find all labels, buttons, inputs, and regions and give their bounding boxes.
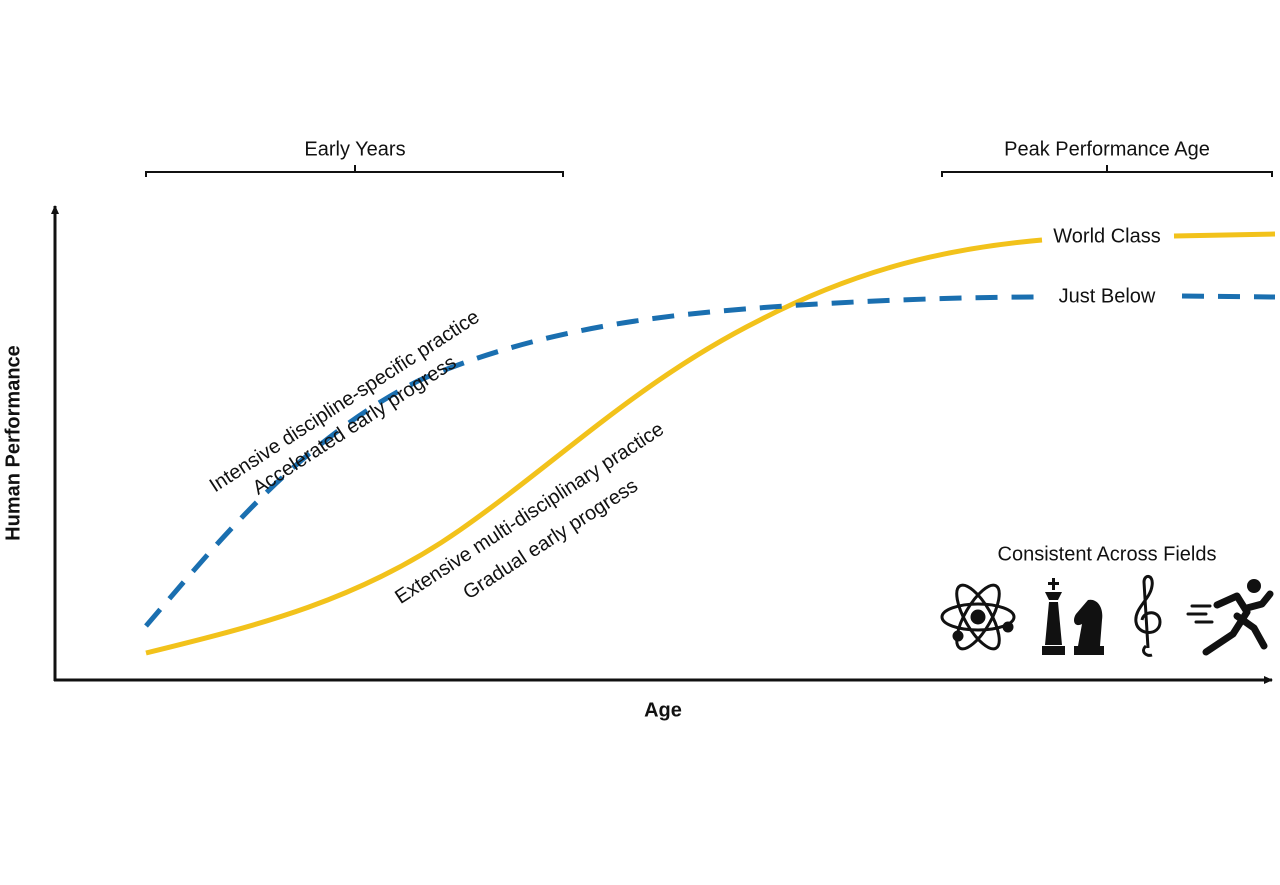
bracket-label: Early Years (304, 138, 405, 160)
runner-icon (1186, 579, 1274, 656)
curve-label: World Class (1053, 225, 1160, 247)
annotation: Extensive multi-disciplinary practice (391, 418, 668, 608)
world-class-curve (1173, 231, 1276, 239)
treble-clef-icon (1134, 575, 1162, 657)
y-axis-label: Human Performance (2, 345, 24, 541)
atom-icon (940, 583, 1016, 651)
bracket-label: Peak Performance Age (1004, 138, 1210, 160)
chess-icon (1042, 578, 1104, 655)
world-class-curve (145, 237, 1043, 656)
x-axis-label: Age (644, 699, 682, 721)
just-below-curve (1181, 293, 1276, 300)
annotation: Accelerated early progress (249, 351, 460, 499)
bracket (941, 165, 1273, 177)
just-below-curve (144, 294, 1043, 628)
curve-label: Just Below (1059, 285, 1156, 307)
bracket (145, 165, 564, 177)
fields-caption: Consistent Across Fields (998, 543, 1217, 565)
annotation: Intensive discipline-specific practice (206, 306, 484, 497)
